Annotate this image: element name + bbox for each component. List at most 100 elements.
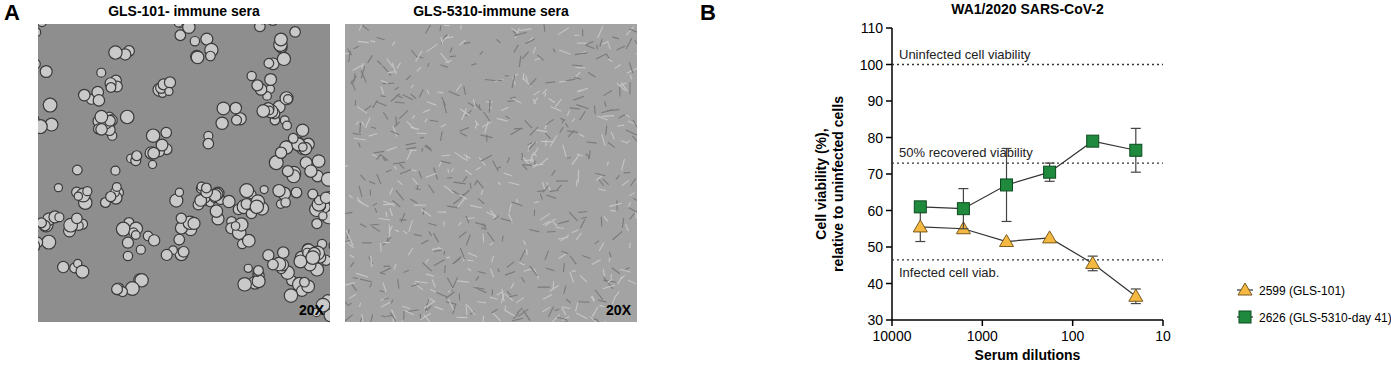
texture	[398, 181, 403, 185]
texture	[482, 223, 486, 228]
texture	[635, 212, 637, 219]
texture	[434, 250, 442, 251]
cell	[267, 24, 278, 25]
texture	[606, 126, 607, 135]
texture	[527, 143, 532, 145]
y-tick-label: 90	[867, 93, 883, 109]
texture	[477, 181, 483, 188]
cell	[231, 115, 241, 125]
texture	[368, 55, 373, 63]
texture	[403, 95, 413, 100]
data-point	[914, 201, 926, 213]
texture	[553, 49, 555, 53]
cell	[109, 46, 122, 59]
texture	[543, 221, 550, 224]
x-tick	[1072, 320, 1074, 326]
texture	[609, 252, 611, 257]
texture	[543, 295, 552, 300]
texture	[478, 198, 484, 204]
texture	[390, 208, 393, 216]
texture	[575, 53, 587, 55]
reference-line	[892, 162, 1163, 163]
texture	[383, 83, 395, 84]
legend-entry: 2626 (GLS-5310-day 41)	[1237, 311, 1391, 325]
texture	[603, 285, 615, 289]
texture	[490, 243, 494, 245]
texture	[441, 37, 443, 44]
texture	[427, 102, 436, 105]
texture	[600, 39, 603, 47]
texture	[380, 243, 382, 252]
texture	[404, 270, 409, 272]
cell	[112, 183, 121, 192]
texture	[620, 83, 626, 86]
y-tick	[886, 246, 892, 248]
cell	[43, 98, 57, 112]
texture	[480, 51, 483, 54]
error-cap	[915, 241, 925, 242]
cell	[112, 284, 123, 295]
texture	[509, 204, 511, 213]
texture	[345, 315, 353, 322]
texture	[383, 112, 388, 119]
x-tick-label: 10000	[873, 328, 912, 344]
x-tick-label: 10	[1155, 328, 1171, 344]
texture	[545, 133, 550, 139]
texture	[550, 135, 557, 146]
texture	[489, 100, 491, 113]
x-axis-title: Serum dilutions	[975, 347, 1081, 363]
cell	[120, 110, 134, 124]
panel-label: B	[700, 0, 716, 25]
texture	[441, 161, 451, 163]
cell	[122, 237, 133, 248]
texture	[361, 71, 366, 83]
cell	[257, 105, 270, 118]
texture	[370, 283, 372, 287]
texture	[512, 98, 522, 103]
texture	[350, 255, 354, 257]
texture	[346, 230, 349, 237]
texture	[430, 289, 436, 292]
texture	[441, 131, 443, 140]
cell	[299, 143, 308, 152]
texture	[514, 32, 526, 36]
texture	[553, 222, 557, 226]
texture	[486, 101, 493, 102]
texture	[407, 121, 415, 129]
texture	[529, 230, 539, 232]
texture	[345, 283, 355, 286]
texture	[395, 87, 399, 90]
texture	[512, 202, 523, 206]
texture	[492, 309, 498, 313]
texture	[632, 136, 637, 146]
texture	[351, 81, 355, 91]
texture	[590, 317, 598, 322]
texture	[530, 127, 538, 136]
cell	[260, 186, 268, 194]
texture	[384, 266, 390, 267]
texture	[457, 317, 468, 318]
cell	[240, 184, 254, 198]
texture	[456, 84, 461, 91]
texture	[395, 230, 399, 232]
cell	[275, 33, 288, 46]
texture	[507, 291, 511, 295]
texture	[546, 82, 556, 83]
texture	[562, 308, 566, 315]
texture	[428, 63, 429, 67]
image-title: GLS-5310-immune sera	[413, 3, 569, 19]
texture	[467, 305, 474, 315]
texture	[580, 219, 585, 228]
texture	[485, 80, 497, 81]
x-tick	[982, 320, 984, 326]
texture	[626, 141, 630, 144]
texture	[576, 302, 578, 311]
texture	[526, 249, 527, 255]
image-bg	[38, 24, 330, 322]
texture	[545, 122, 547, 129]
texture	[448, 299, 453, 310]
cell	[175, 30, 186, 41]
cell	[223, 195, 235, 207]
texture	[411, 85, 414, 88]
reference-label: Uninfected cell viability	[899, 47, 1031, 62]
